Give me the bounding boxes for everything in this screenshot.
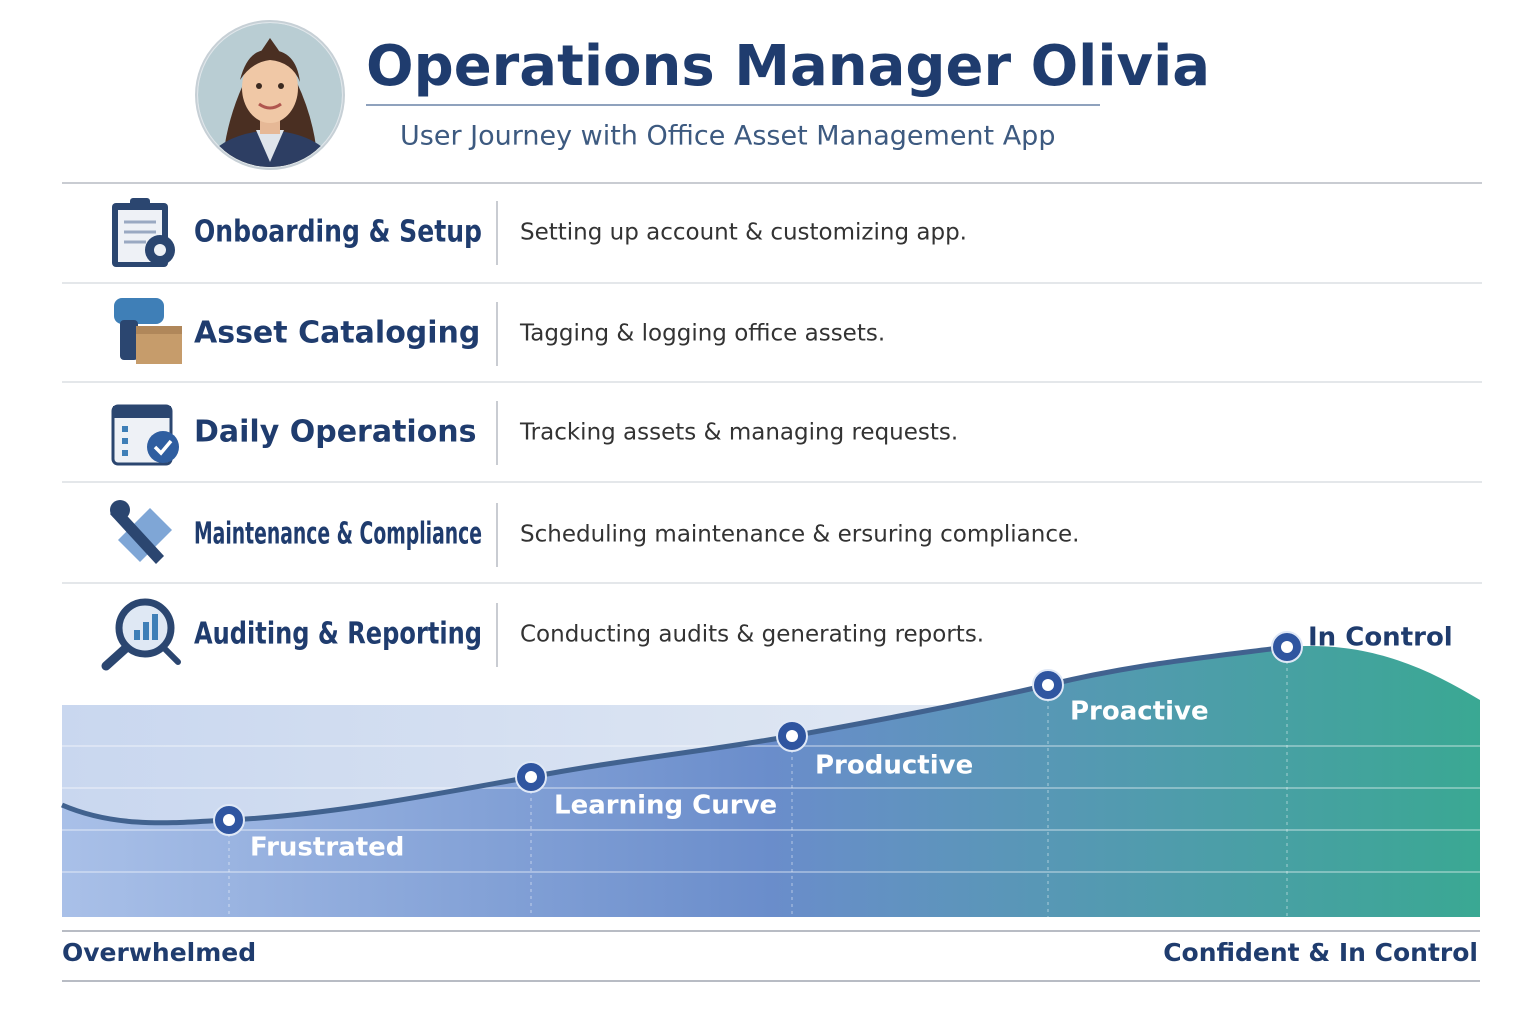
- point-guides: [228, 647, 1288, 917]
- icon-auditing: [101, 598, 181, 671]
- journey-label: Learning Curve: [554, 791, 777, 821]
- stage-title: Asset Cataloging: [194, 316, 480, 351]
- journey-point-center: [786, 730, 798, 742]
- journey-point-center: [525, 771, 537, 783]
- journey-point-center: [1042, 679, 1054, 691]
- journey-label: Productive: [815, 751, 973, 781]
- subtitle: User Journey with Office Asset Managemen…: [400, 121, 1055, 152]
- emotion-area: [62, 645, 1480, 917]
- journey-point-center: [223, 814, 235, 826]
- icon-onboarding: [112, 198, 175, 267]
- emotion-chart: [61, 644, 1480, 917]
- stage-description: Tracking assets & managing requests.: [519, 420, 958, 446]
- end-label: Confident & In Control: [1163, 938, 1478, 967]
- stage-title: Daily Operations: [194, 415, 477, 450]
- journey-point-center: [1281, 641, 1293, 653]
- journey-label: Frustrated: [250, 833, 404, 863]
- icon-cataloging: [114, 298, 182, 364]
- journey-label: In Control: [1308, 623, 1453, 653]
- icon-daily: [111, 404, 179, 466]
- title: Operations Manager Olivia: [366, 34, 1210, 99]
- icon-maintenance: [110, 500, 172, 564]
- stage-title: Maintenance & Compliance: [194, 517, 482, 552]
- start-label: Overwhelmed: [62, 938, 256, 967]
- grid: [62, 745, 1480, 873]
- journey-label: Proactive: [1070, 697, 1209, 727]
- stage-description: Scheduling maintenance & ersuring compli…: [520, 522, 1079, 548]
- avatar: [195, 20, 345, 170]
- stage-description: Setting up account & customizing app.: [520, 220, 967, 246]
- stage-description: Conducting audits & generating reports.: [520, 622, 984, 648]
- stage-description: Tagging & logging office assets.: [519, 321, 885, 347]
- stage-title: Auditing & Reporting: [194, 617, 482, 652]
- stage-title: Onboarding & Setup: [194, 215, 482, 250]
